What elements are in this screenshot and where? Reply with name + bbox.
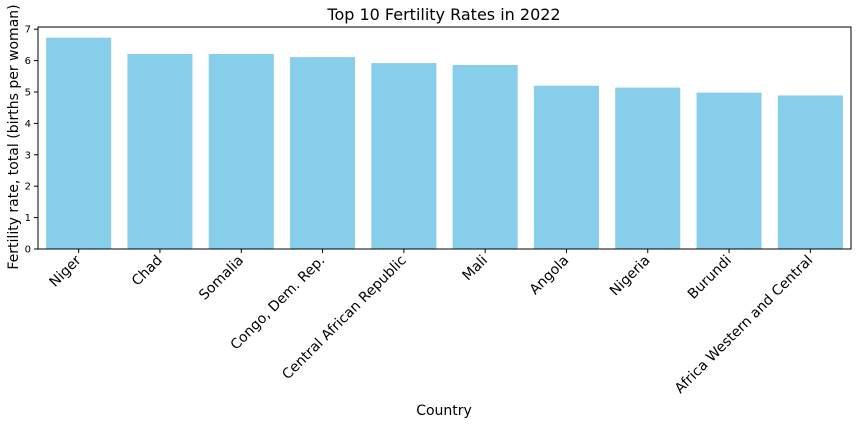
- x-tick-label: Chad: [129, 253, 166, 290]
- y-tick-label: 7: [25, 25, 31, 36]
- bar-5: [452, 64, 518, 250]
- x-tick-label: Angola: [527, 253, 573, 299]
- bar-8: [696, 92, 762, 249]
- x-tick-label: Nigeria: [607, 253, 654, 300]
- bar-2: [208, 54, 274, 249]
- bar-1: [127, 54, 193, 249]
- y-ticks-group: 0 1 2 3 4 5 6 7: [25, 25, 38, 256]
- chart-title: Top 10 Fertility Rates in 2022: [326, 5, 560, 24]
- x-tick-label: Mali: [460, 253, 491, 284]
- y-tick-label: 0: [25, 245, 31, 256]
- x-axis-label: Country: [416, 403, 472, 419]
- x-tick-label: Somalia: [196, 253, 247, 304]
- bar-4: [371, 63, 437, 249]
- bars-group: [46, 37, 843, 250]
- y-axis-label: Fertility rate, total (births per woman): [6, 4, 22, 269]
- x-tick-label: Burundi: [685, 253, 735, 303]
- y-tick-label: 4: [25, 119, 31, 130]
- y-tick-label: 3: [25, 150, 31, 161]
- plot-frame: [37, 26, 852, 250]
- bar-3: [290, 57, 356, 249]
- axes-group: [37, 26, 852, 250]
- bar-7: [615, 87, 681, 249]
- y-tick-label: 1: [25, 213, 31, 224]
- bar-0: [46, 37, 112, 250]
- y-tick-label: 6: [25, 56, 31, 67]
- bar-6: [533, 85, 599, 249]
- y-tick-label: 5: [25, 87, 31, 98]
- bar-9: [777, 95, 843, 249]
- x-tick-label: Africa Western and Central: [672, 253, 816, 397]
- x-tick-label: Niger: [47, 252, 85, 290]
- y-tick-label: 2: [25, 182, 31, 193]
